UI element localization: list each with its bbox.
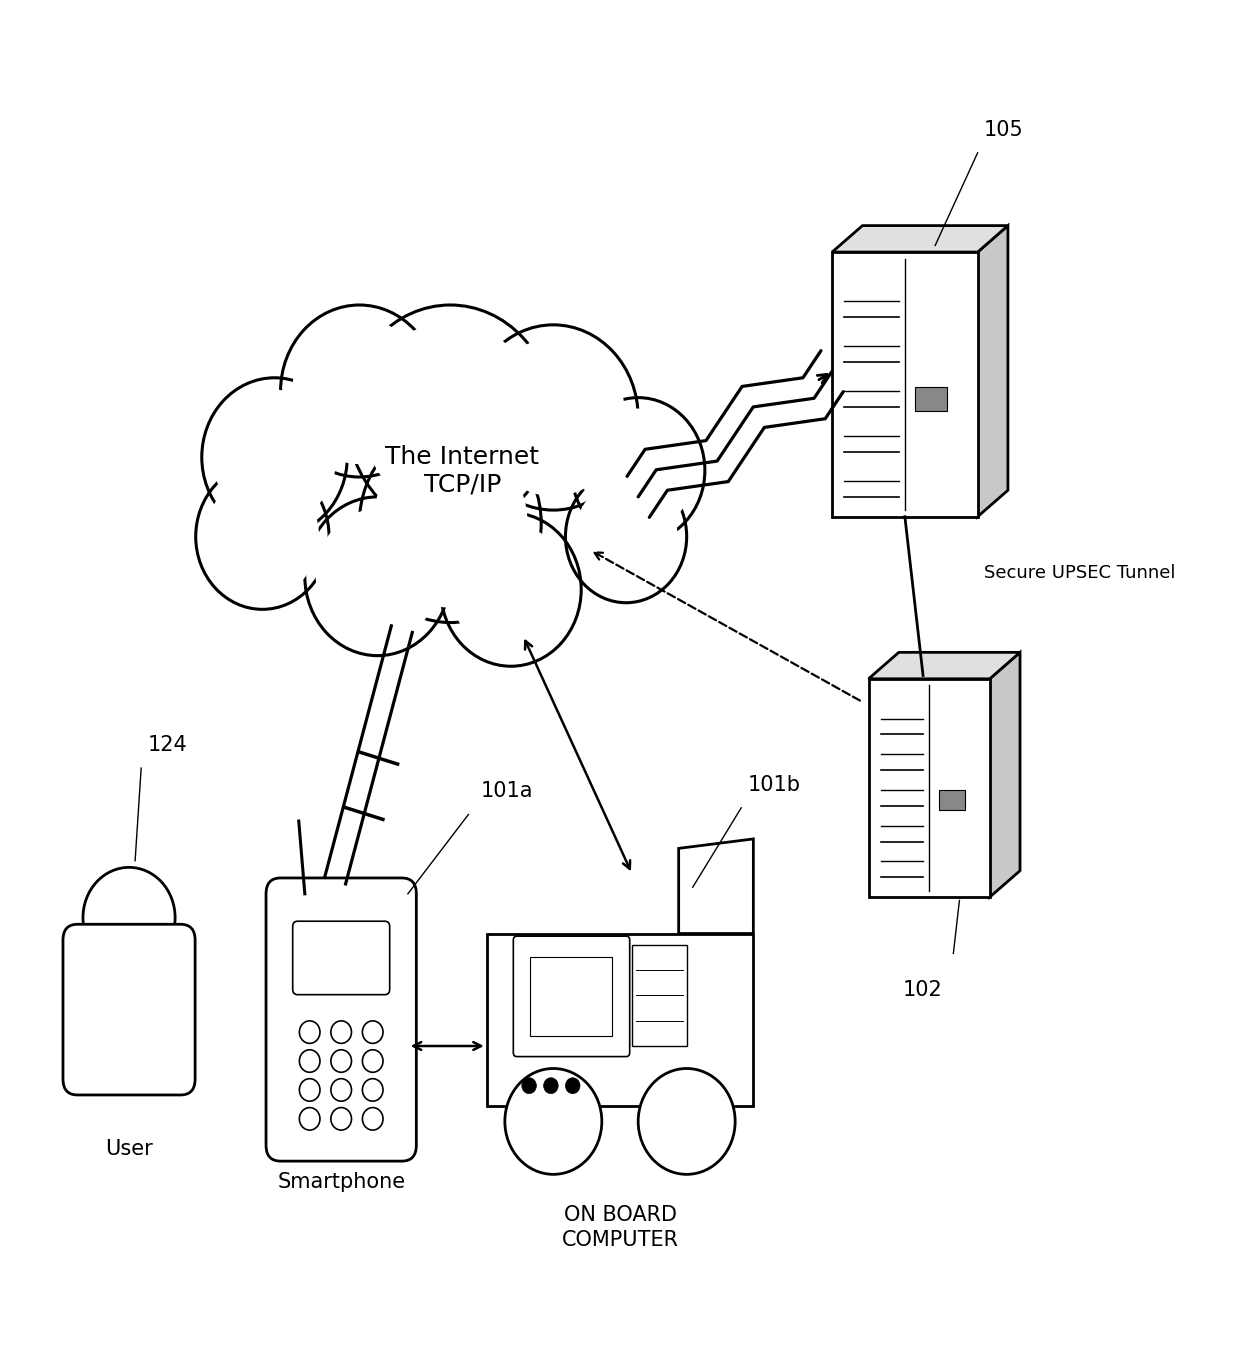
Circle shape: [440, 513, 582, 666]
Circle shape: [280, 305, 438, 477]
Circle shape: [362, 1078, 383, 1101]
Circle shape: [362, 1021, 383, 1043]
Circle shape: [362, 1108, 383, 1129]
Circle shape: [522, 1078, 537, 1094]
Circle shape: [360, 424, 541, 623]
Circle shape: [206, 474, 319, 598]
Circle shape: [574, 481, 677, 593]
Circle shape: [299, 1021, 320, 1043]
Text: 105: 105: [983, 120, 1023, 139]
Polygon shape: [678, 839, 754, 934]
Text: Secure UPSEC Tunnel: Secure UPSEC Tunnel: [983, 563, 1176, 582]
Circle shape: [331, 1108, 351, 1129]
Circle shape: [363, 322, 538, 513]
Circle shape: [331, 1021, 351, 1043]
Circle shape: [331, 1078, 351, 1101]
Text: Smartphone: Smartphone: [277, 1171, 405, 1192]
Circle shape: [639, 1069, 735, 1174]
Circle shape: [293, 317, 427, 465]
Circle shape: [505, 1069, 601, 1174]
Text: 102: 102: [903, 979, 942, 1000]
Text: 124: 124: [148, 735, 187, 755]
Circle shape: [316, 509, 439, 643]
Circle shape: [373, 439, 527, 608]
FancyBboxPatch shape: [293, 921, 389, 994]
Circle shape: [299, 1108, 320, 1129]
Text: User: User: [105, 1139, 153, 1159]
Circle shape: [196, 463, 329, 609]
Circle shape: [202, 378, 347, 536]
Text: 101b: 101b: [748, 774, 800, 794]
FancyBboxPatch shape: [63, 924, 195, 1094]
Circle shape: [469, 324, 639, 511]
Polygon shape: [632, 944, 687, 1046]
Polygon shape: [832, 253, 977, 516]
Circle shape: [213, 389, 336, 524]
Polygon shape: [486, 934, 754, 1105]
FancyBboxPatch shape: [267, 878, 417, 1161]
Polygon shape: [977, 226, 1008, 516]
Polygon shape: [832, 226, 1008, 253]
Circle shape: [83, 867, 175, 967]
Circle shape: [362, 1050, 383, 1073]
Circle shape: [565, 470, 687, 603]
Polygon shape: [915, 386, 946, 411]
Polygon shape: [868, 653, 1021, 678]
Text: ON BOARD
COMPUTER: ON BOARD COMPUTER: [562, 1205, 678, 1250]
Circle shape: [305, 497, 450, 655]
Circle shape: [347, 305, 553, 530]
Circle shape: [331, 1050, 351, 1073]
Text: The Internet
TCP/IP: The Internet TCP/IP: [386, 444, 539, 496]
Polygon shape: [868, 678, 990, 897]
Circle shape: [543, 1078, 558, 1094]
Circle shape: [572, 397, 704, 543]
Text: 101a: 101a: [481, 781, 533, 801]
Circle shape: [299, 1078, 320, 1101]
Circle shape: [451, 524, 570, 655]
Circle shape: [565, 1078, 580, 1094]
Circle shape: [582, 408, 694, 532]
Circle shape: [481, 339, 625, 496]
Circle shape: [299, 1050, 320, 1073]
Polygon shape: [529, 957, 611, 1036]
Polygon shape: [939, 790, 966, 809]
FancyBboxPatch shape: [513, 936, 630, 1056]
Polygon shape: [990, 653, 1021, 897]
